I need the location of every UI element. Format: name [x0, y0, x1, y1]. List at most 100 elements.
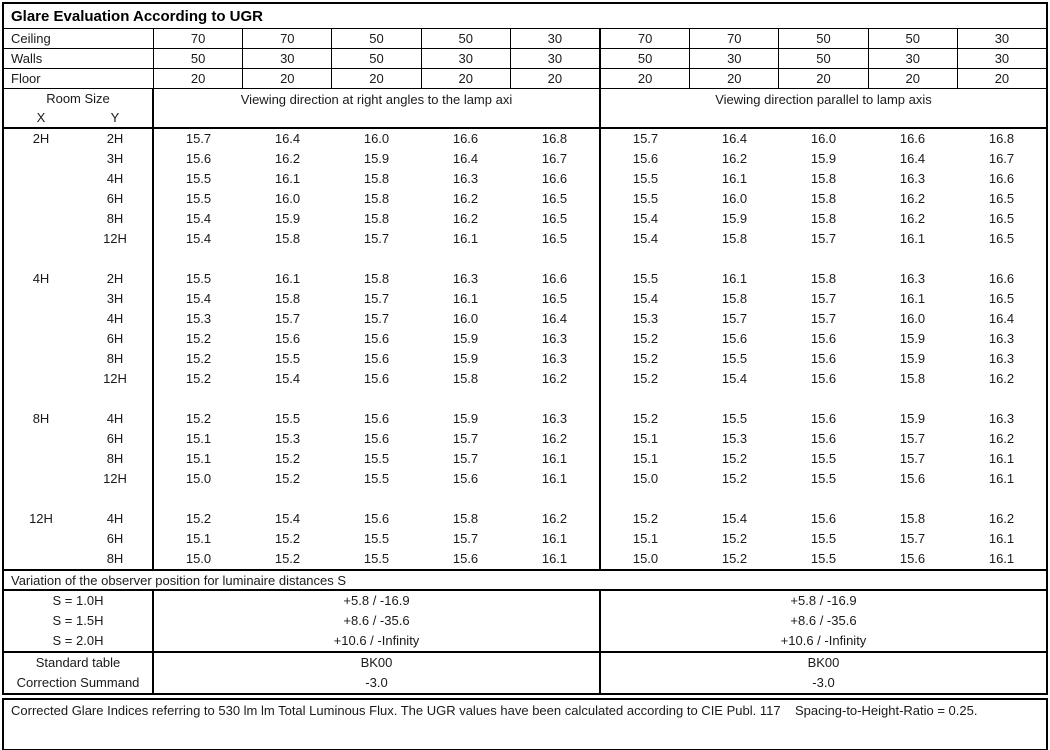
room-x-value: [4, 369, 78, 389]
ugr-value-cell: 16.6: [899, 131, 926, 146]
ugr-value-cell: 15.7: [899, 431, 926, 446]
ugr-value-cell: 16.5: [988, 211, 1015, 226]
ugr-value-cell: 15.2: [721, 531, 748, 546]
ugr-value-cell: 15.8: [363, 191, 390, 206]
ugr-value-cell: 16.2: [899, 211, 926, 226]
ugr-value-cell: 15.9: [899, 411, 926, 426]
gap-label-cell: [4, 389, 154, 409]
reflectance-value-cell: 30: [509, 49, 599, 68]
ugr-value-cell: 15.4: [721, 511, 748, 526]
ugr-value-cell: 16.0: [274, 191, 301, 206]
ugr-value-cell: 15.4: [721, 371, 748, 386]
viewing-direction-left-heading: Viewing direction at right angles to the…: [240, 92, 513, 107]
gap-right-cell: [599, 489, 1046, 509]
ugr-value-cell: 15.6: [185, 151, 212, 166]
ugr-value-cell: 15.5: [363, 531, 390, 546]
variation-rows: S = 1.0H +5.8 / -16.9 +5.8 / -16.9 S = 1.5H…: [4, 591, 1046, 651]
surface-row: Ceiling 70 70 50 50 30 70 70 50 50 30: [4, 29, 1046, 49]
ugr-value-cell: 16.3: [899, 271, 926, 286]
reflectance-value-cell: 20: [867, 69, 957, 88]
row-label-cell: 12H 4H: [4, 509, 154, 529]
ugr-value-cell: 15.1: [185, 451, 212, 466]
ugr-value-cell: 16.2: [541, 371, 568, 386]
ugr-value-cell: 15.0: [185, 551, 212, 566]
reflectance-value-cell: 70: [689, 29, 778, 48]
room-x-value: [4, 309, 78, 329]
ugr-value-cell: 15.2: [599, 369, 690, 389]
ugr-value-cell: 15.1: [599, 529, 690, 549]
ugr-value-cell: 15.9: [899, 331, 926, 346]
reflectance-value-cell: 30: [867, 49, 957, 68]
ugr-value-cell: 16.2: [988, 511, 1015, 526]
ugr-value-cell: 15.8: [452, 371, 479, 386]
section-gap-row: [4, 389, 1046, 409]
row-label-cell: 3H: [4, 289, 154, 309]
summary-row: Standard table BK00 BK00: [4, 653, 1046, 673]
row-label-cell: 6H: [4, 189, 154, 209]
ugr-value-cell: 15.1: [185, 531, 212, 546]
reflectance-value-cell: 20: [331, 69, 420, 88]
ugr-value-cell: 16.6: [541, 271, 568, 286]
ugr-body-row: 8H 15.4 15.9 15.8 16.2 16.5 15.4 15.9 15.8 16.2 16…: [4, 209, 1046, 229]
room-y-value: 6H: [106, 331, 124, 346]
room-y-value: 12H: [103, 371, 127, 386]
row-label-cell: 2H 2H: [4, 129, 154, 149]
ugr-value-cell: 15.5: [363, 451, 390, 466]
ugr-value-cell: 15.7: [810, 311, 837, 326]
room-y-value: 8H: [106, 551, 124, 566]
ugr-value-cell: 16.4: [541, 311, 568, 326]
ugr-value-cell: 15.5: [274, 351, 301, 366]
ugr-value-cell: 16.4: [274, 131, 301, 146]
ugr-value-cell: 15.1: [185, 431, 212, 446]
ugr-value-cell: 16.6: [452, 131, 479, 146]
ugr-value-cell: 15.5: [185, 271, 212, 286]
ugr-value-cell: 15.5: [810, 551, 837, 566]
ugr-value-cell: 15.1: [599, 449, 690, 469]
gap-left-cell: [154, 249, 599, 269]
room-x-value: 12H: [29, 511, 53, 526]
ugr-value-cell: 16.4: [899, 151, 926, 166]
page-title: Glare Evaluation According to UGR: [4, 4, 1046, 29]
row-label-cell: 4H: [4, 309, 154, 329]
ugr-value-cell: 15.9: [810, 151, 837, 166]
ugr-value-cell: 15.6: [452, 471, 479, 486]
ugr-value-cell: 15.7: [363, 291, 390, 306]
room-x-value: [4, 149, 78, 169]
room-y-value: 6H: [106, 531, 124, 546]
ugr-value-cell: 15.6: [899, 551, 926, 566]
ugr-value-cell: 15.5: [721, 411, 748, 426]
variation-value-left: +8.6 / -35.6: [343, 613, 410, 628]
ugr-body-row: 8H 15.1 15.2 15.5 15.7 16.1 15.1 15.2 15.5 15.7 16…: [4, 449, 1046, 469]
ugr-value-cell: 16.8: [541, 131, 568, 146]
ugr-body-row: 4H 15.3 15.7 15.7 16.0 16.4 15.3 15.7 15.7 16.0 16…: [4, 309, 1046, 329]
ugr-value-cell: 15.6: [363, 431, 390, 446]
room-y-value: 6H: [106, 191, 124, 206]
ugr-value-cell: 15.9: [452, 351, 479, 366]
ugr-value-cell: 15.9: [274, 211, 301, 226]
reflectance-value-cell: 50: [420, 29, 510, 48]
surface-label: Floor: [4, 69, 154, 88]
room-size-label: Room Size: [46, 91, 110, 106]
ugr-value-cell: 15.7: [899, 531, 926, 546]
ugr-body-row: 12H 15.4 15.8 15.7 16.1 16.5 15.4 15.8 15.7 16.1 1…: [4, 229, 1046, 249]
ugr-value-cell: 16.3: [988, 351, 1015, 366]
section-gap-row: [4, 489, 1046, 509]
row-label-cell: 12H: [4, 369, 154, 389]
ugr-value-cell: 15.6: [810, 411, 837, 426]
reflectance-value-cell: 30: [242, 49, 331, 68]
reflectance-value-cell: 50: [778, 29, 867, 48]
summary-value-right: BK00: [599, 653, 1046, 673]
ugr-value-cell: 15.5: [721, 351, 748, 366]
summary-rows: Standard table BK00 BK00 Correction Summand…: [4, 651, 1046, 693]
ugr-value-cell: 15.0: [599, 469, 690, 489]
ugr-value-cell: 16.1: [988, 471, 1015, 486]
ugr-value-cell: 15.6: [721, 331, 748, 346]
reflectance-value-cell: 70: [190, 31, 206, 46]
ugr-body-row: 12H 15.2 15.4 15.6 15.8 16.2 15.2 15.4 15.6 15.8 1…: [4, 369, 1046, 389]
ugr-body-row: 12H 15.0 15.2 15.5 15.6 16.1 15.0 15.2 15.5 15.6 1…: [4, 469, 1046, 489]
ugr-value-cell: 15.2: [185, 411, 212, 426]
room-y-value: 4H: [106, 171, 124, 186]
variation-row: S = 2.0H +10.6 / -Infinity +10.6 / -Infini…: [4, 631, 1046, 651]
ugr-value-cell: 16.1: [274, 271, 301, 286]
row-label-cell: 8H: [4, 209, 154, 229]
